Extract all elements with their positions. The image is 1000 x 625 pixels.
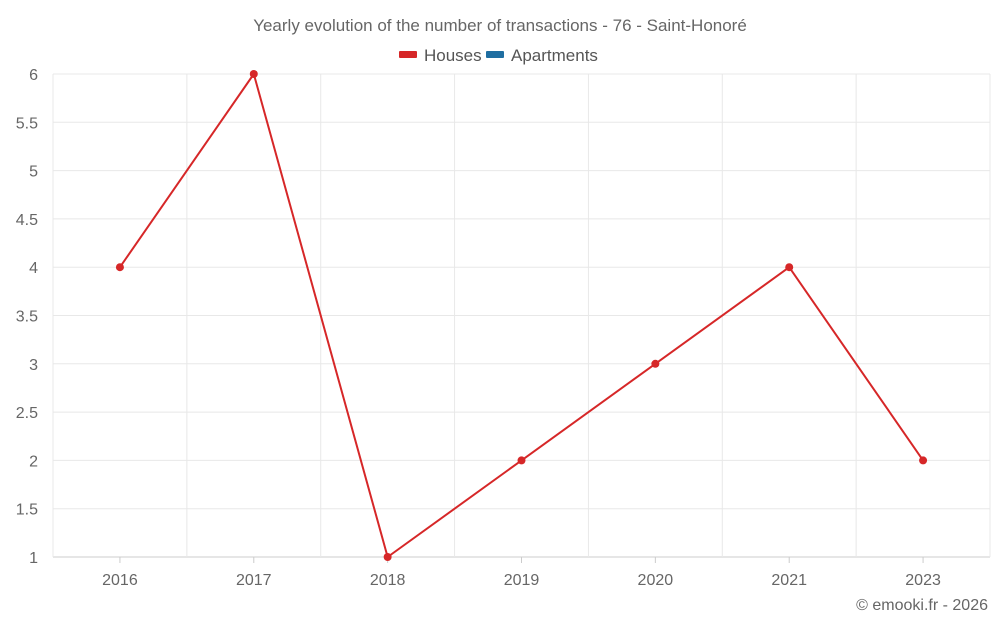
y-tick-label: 1 bbox=[29, 550, 38, 567]
y-tick-label: 5.5 bbox=[16, 115, 38, 132]
y-tick-label: 2.5 bbox=[16, 405, 38, 422]
y-tick-label: 3.5 bbox=[16, 309, 38, 326]
data-point-houses-2018[interactable] bbox=[383, 553, 392, 561]
x-tick-label: 2016 bbox=[102, 572, 138, 589]
y-tick-label: 3 bbox=[29, 357, 38, 374]
x-tick-label: 2018 bbox=[370, 572, 406, 589]
legend: Houses Apartments bbox=[399, 46, 598, 65]
data-point-houses-2020[interactable] bbox=[651, 359, 660, 368]
y-tick-label: 1.5 bbox=[16, 502, 38, 519]
legend-label: Apartments bbox=[511, 46, 598, 65]
data-point-houses-2021[interactable] bbox=[785, 263, 794, 272]
y-tick-label: 4.5 bbox=[16, 212, 38, 229]
y-tick-label: 5 bbox=[29, 164, 38, 181]
grid-lines bbox=[52, 73, 991, 558]
x-tick-label: 2019 bbox=[504, 572, 540, 589]
legend-label: Houses bbox=[424, 46, 482, 65]
chart-title: Yearly evolution of the number of transa… bbox=[253, 16, 747, 35]
x-axis: 2016 2017 2018 2019 2020 2021 2023 bbox=[102, 557, 941, 589]
legend-swatch bbox=[399, 51, 417, 58]
data-point-houses-2019[interactable] bbox=[517, 456, 526, 465]
y-tick-label: 4 bbox=[29, 260, 38, 277]
x-tick-label: 2021 bbox=[771, 572, 807, 589]
x-tick-label: 2020 bbox=[638, 572, 674, 589]
data-point-houses-2016[interactable] bbox=[115, 263, 124, 272]
credit-text: © emooki.fr - 2026 bbox=[856, 597, 988, 614]
legend-swatch bbox=[486, 51, 504, 58]
y-axis: 1 1.5 2 2.5 3 3.5 4 4.5 5 5.5 6 bbox=[16, 67, 38, 567]
legend-item-houses[interactable]: Houses bbox=[399, 46, 482, 65]
x-tick-label: 2017 bbox=[236, 572, 272, 589]
y-tick-label: 2 bbox=[29, 453, 38, 470]
legend-item-apartments[interactable]: Apartments bbox=[486, 46, 598, 65]
data-point-houses-2017[interactable] bbox=[249, 70, 258, 78]
y-tick-label: 6 bbox=[29, 67, 38, 84]
series-layer bbox=[115, 70, 928, 561]
x-tick-label: 2023 bbox=[905, 572, 941, 589]
data-point-houses-2023[interactable] bbox=[919, 456, 928, 465]
